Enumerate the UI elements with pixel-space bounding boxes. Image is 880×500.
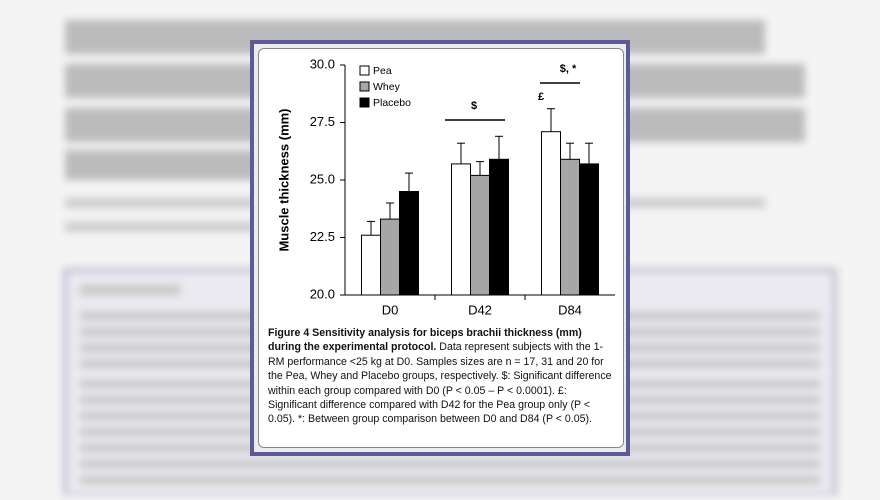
figure-panel (258, 48, 624, 448)
legend-swatch (359, 97, 370, 108)
legend-label: Pea (373, 65, 392, 77)
bar (560, 158, 580, 296)
y-tick-label: 22.5 (310, 229, 335, 244)
bar (579, 163, 599, 296)
y-tick-label: 20.0 (310, 286, 335, 301)
caption-title: Figure 4 Sensitivity analysis for biceps… (268, 327, 582, 354)
y-tick-label: 30.0 (310, 56, 335, 71)
bar (380, 218, 400, 296)
x-tick-label: D84 (558, 302, 582, 317)
bar (361, 234, 381, 296)
legend-label: Placebo (373, 97, 411, 109)
y-tick-label: 27.5 (310, 114, 335, 129)
x-tick-label: D0 (382, 302, 399, 317)
bar (399, 191, 419, 296)
bar (541, 131, 561, 296)
caption: Figure 4 Sensitivity analysis for biceps… (268, 326, 616, 427)
caption-body: Data represent subjects with the 1-RM pe… (268, 341, 612, 426)
legend-swatch (359, 81, 370, 92)
annotation: $ (471, 100, 477, 112)
y-axis-label: Muscle thickness (mm) (276, 108, 291, 251)
bar (451, 163, 471, 296)
y-tick-label: 25.0 (310, 171, 335, 186)
annotation: £ (538, 91, 544, 103)
legend-swatch (359, 65, 370, 76)
legend-label: Whey (373, 81, 401, 93)
bar (489, 158, 509, 296)
bar (470, 174, 490, 296)
annotation: $, * (560, 63, 577, 75)
x-tick-label: D42 (468, 302, 492, 317)
